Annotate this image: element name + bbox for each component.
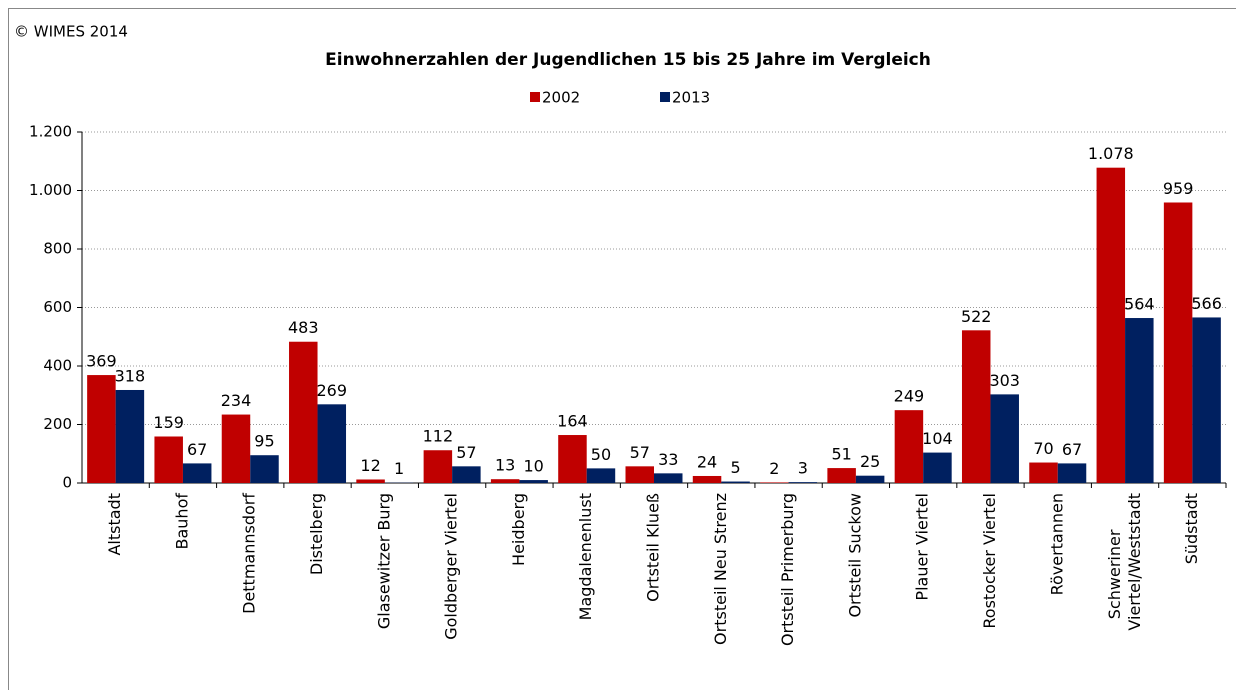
data-label: 104 <box>922 429 953 448</box>
data-label: 5 <box>730 458 740 477</box>
data-label: 303 <box>989 371 1020 390</box>
bar <box>1096 167 1126 483</box>
bar <box>289 341 318 483</box>
legend-swatch <box>530 92 540 102</box>
bar <box>1057 463 1087 483</box>
bar <box>182 463 212 483</box>
data-label: 13 <box>495 456 515 475</box>
data-label: 1 <box>394 459 404 478</box>
data-label: 70 <box>1033 439 1053 458</box>
x-tick-label: Magdalenenlust <box>576 493 595 620</box>
bar <box>1029 462 1058 483</box>
data-label: 159 <box>153 413 184 432</box>
bar <box>654 473 683 483</box>
data-label: 234 <box>221 391 252 410</box>
bar <box>1163 202 1193 483</box>
bar <box>490 479 520 483</box>
data-label: 24 <box>697 452 717 471</box>
data-label: 164 <box>557 412 588 431</box>
bar <box>1192 317 1221 483</box>
x-tick-label: Rostocker Viertel <box>980 493 999 629</box>
data-label: 67 <box>1062 440 1082 459</box>
bar <box>317 404 347 483</box>
data-label: 959 <box>1163 179 1194 198</box>
y-tick-label: 400 <box>43 357 72 375</box>
bar <box>423 450 453 483</box>
bar <box>625 466 654 483</box>
data-label: 3 <box>798 459 808 478</box>
data-label: 12 <box>360 456 380 475</box>
data-label: 57 <box>630 443 650 462</box>
data-label: 112 <box>423 427 454 446</box>
x-tick-label: Dettmannsdorf <box>240 493 259 614</box>
bar <box>586 468 616 483</box>
data-label: 564 <box>1124 295 1155 314</box>
bar <box>855 475 885 483</box>
data-label: 522 <box>961 307 992 326</box>
data-label: 249 <box>894 387 925 406</box>
x-tick-label: Altstadt <box>105 493 124 556</box>
data-label: 566 <box>1191 294 1222 313</box>
x-tick-label: Bauhof <box>172 493 191 550</box>
legend-label: 2002 <box>542 89 580 107</box>
bar <box>154 436 183 483</box>
y-tick-label: 800 <box>43 240 72 258</box>
data-label: 2 <box>769 459 779 478</box>
bar <box>961 330 991 483</box>
x-tick-label: Ortsteil Klueß <box>644 493 663 602</box>
bar <box>250 455 279 483</box>
y-tick-label: 200 <box>43 415 72 433</box>
bar <box>115 389 145 483</box>
bar <box>558 435 587 483</box>
bar <box>760 482 789 483</box>
data-label: 318 <box>115 366 146 385</box>
frame <box>8 8 1236 690</box>
data-label: 25 <box>860 452 880 471</box>
x-tick-label: Glasewitzer Burg <box>374 493 393 629</box>
copyright: © WIMES 2014 <box>14 23 128 41</box>
x-tick-label: Ortsteil Neu Strenz <box>711 493 730 645</box>
x-tick-label: Rövertannen <box>1047 493 1066 595</box>
x-tick-label: Plauer Viertel <box>913 493 932 601</box>
data-label: 57 <box>456 443 476 462</box>
bar <box>692 475 722 483</box>
x-tick-label: Ortsteil Suckow <box>845 493 864 618</box>
x-tick-label: Distelberg <box>307 493 326 575</box>
legend-label: 2013 <box>672 89 710 107</box>
bar <box>356 479 385 483</box>
x-tick-label: Südstadt <box>1182 493 1201 564</box>
y-tick-label: 600 <box>43 298 72 316</box>
bar <box>87 375 116 483</box>
data-label: 483 <box>288 318 319 337</box>
legend-swatch <box>660 92 670 102</box>
bar <box>452 466 481 483</box>
bar <box>788 482 818 483</box>
data-label: 50 <box>591 445 611 464</box>
bar <box>519 480 548 483</box>
y-tick-label: 1.200 <box>29 123 72 141</box>
y-tick-label: 0 <box>62 474 72 492</box>
data-label: 269 <box>317 381 348 400</box>
bar <box>1125 318 1154 483</box>
bar <box>827 468 856 483</box>
x-tick-label: Heidberg <box>509 493 528 566</box>
bar <box>721 481 750 483</box>
bar <box>221 414 251 483</box>
data-label: 10 <box>523 457 543 476</box>
chart-title: Einwohnerzahlen der Jugendlichen 15 bis … <box>325 50 931 70</box>
x-tick-label: Ortsteil Primerburg <box>778 493 797 646</box>
x-tick-label: Schweriner Viertel/Weststadt <box>1105 493 1144 631</box>
data-label: 369 <box>86 352 117 371</box>
y-tick-label: 1.000 <box>29 181 72 199</box>
data-label: 51 <box>831 445 851 464</box>
bar <box>923 452 952 483</box>
data-label: 67 <box>187 440 207 459</box>
data-label: 33 <box>658 450 678 469</box>
data-label: 95 <box>254 432 274 451</box>
bar <box>894 410 924 483</box>
bar <box>990 394 1019 483</box>
data-label: 1.078 <box>1088 144 1134 163</box>
x-tick-label: Goldberger Viertel <box>442 493 461 640</box>
